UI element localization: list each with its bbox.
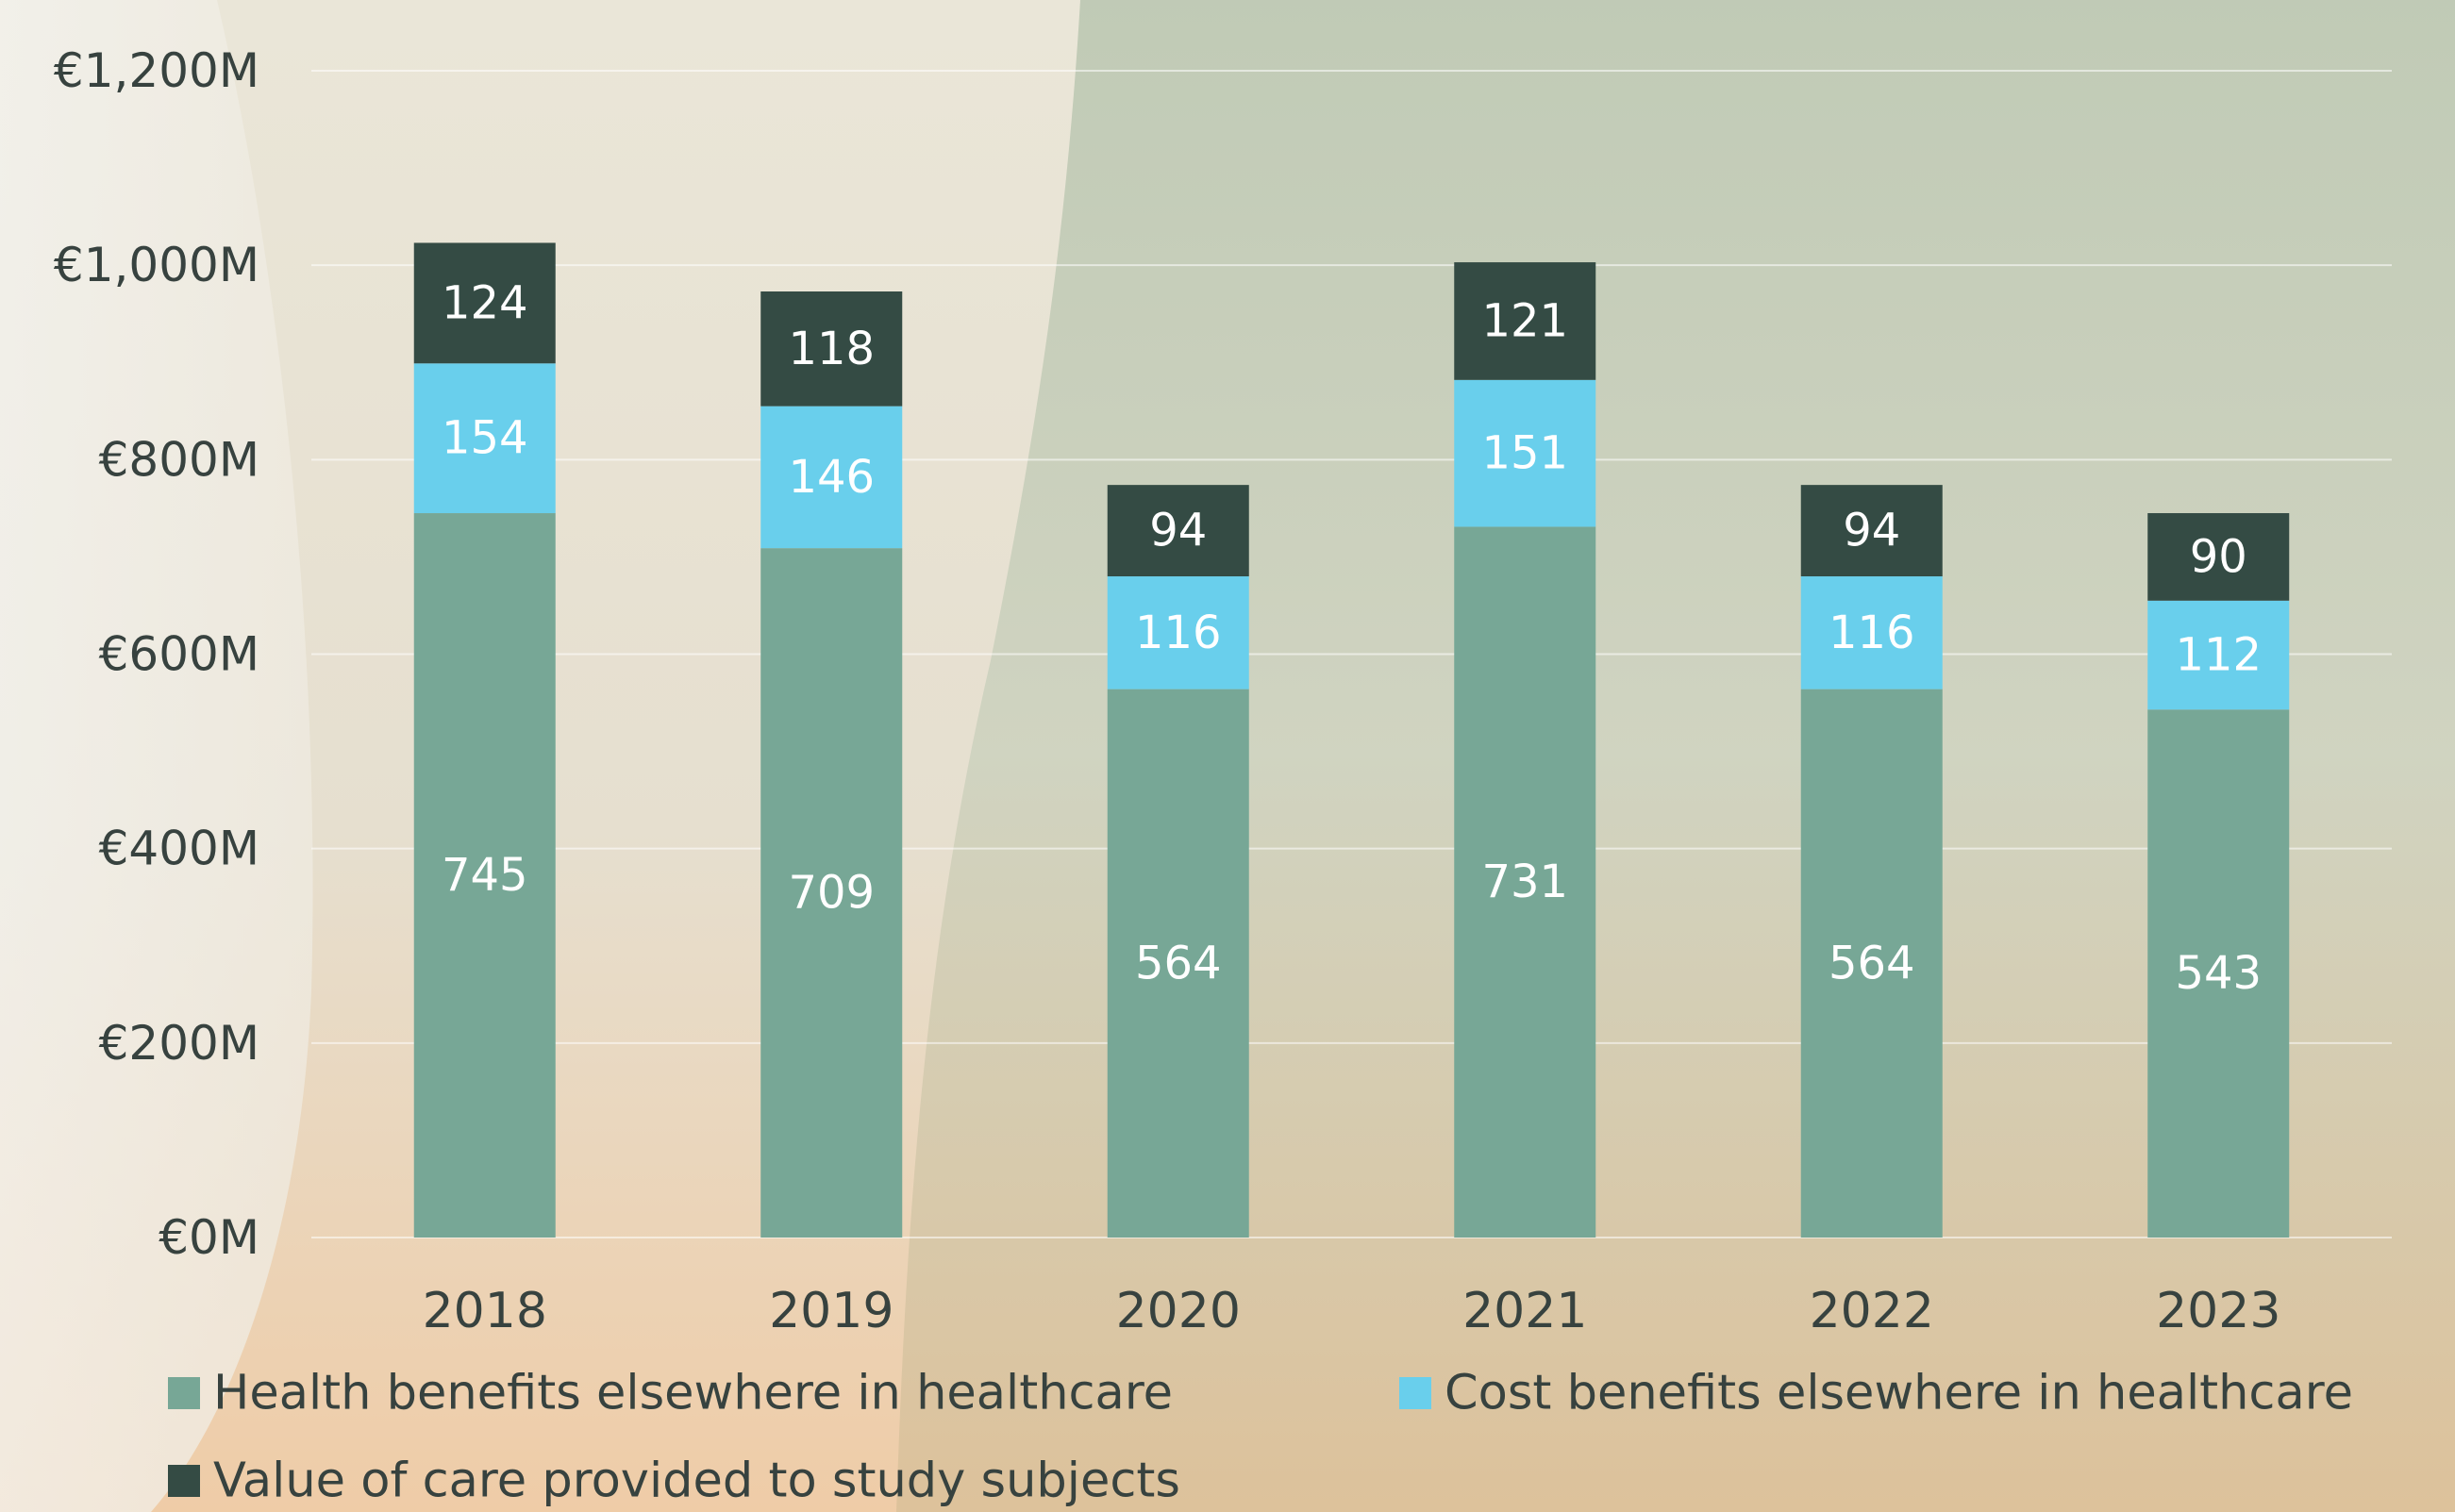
y-tick-label: €600M <box>99 627 259 682</box>
bar-segment <box>1800 576 1943 690</box>
data-label: 124 <box>442 276 528 329</box>
data-label: 564 <box>1829 937 1915 989</box>
y-tick-label: €400M <box>99 822 259 876</box>
bar-segment <box>2147 513 2290 601</box>
data-label: 116 <box>1135 606 1222 659</box>
data-label: 112 <box>2175 629 2262 682</box>
data-label: 90 <box>2190 530 2247 583</box>
bar-segment <box>1107 576 1249 690</box>
legend: Health benefits elsewhere in healthcare C… <box>168 1366 2353 1509</box>
bar-segment <box>760 291 903 407</box>
x-tick-label: 2018 <box>423 1283 547 1339</box>
data-label: 94 <box>1149 505 1207 557</box>
data-label: 118 <box>788 323 875 375</box>
legend-item: Value of care provided to study subjects <box>168 1454 1180 1509</box>
y-tick-label: €800M <box>99 432 259 487</box>
gridlines <box>311 70 2392 1238</box>
legend-label: Cost benefits elsewhere in healthcare <box>1445 1366 2353 1421</box>
bar-segment <box>2147 709 2290 1238</box>
bar-segment <box>1454 379 1596 527</box>
data-label: 564 <box>1135 937 1222 989</box>
legend-label: Health benefits elsewhere in healthcare <box>213 1366 1173 1421</box>
data-label: 94 <box>1843 505 1900 557</box>
x-tick-label: 2023 <box>2156 1283 2280 1339</box>
legend-swatch <box>168 1377 200 1409</box>
y-tick-label: €1,000M <box>54 238 259 292</box>
bar-segment <box>760 406 903 549</box>
x-axis: 2018 2019 2020 2021 2022 2023 <box>423 1283 2281 1339</box>
bar-segment <box>1800 485 1943 577</box>
bar-segment <box>413 242 556 364</box>
data-label: 745 <box>442 849 528 902</box>
bar-segment <box>1107 689 1249 1238</box>
y-tick-label: €1,200M <box>54 43 259 98</box>
y-tick-label: €200M <box>99 1016 259 1071</box>
legend-label: Value of care provided to study subjects <box>213 1454 1180 1509</box>
bar-segment <box>1454 526 1596 1238</box>
data-label: 709 <box>788 867 875 920</box>
data-label: 146 <box>788 451 875 504</box>
bar-segment <box>413 363 556 514</box>
data-label: 543 <box>2175 947 2262 1000</box>
x-tick-label: 2022 <box>1810 1283 1934 1339</box>
bar-segment <box>413 513 556 1238</box>
legend-swatch <box>1399 1377 1431 1409</box>
legend-item: Cost benefits elsewhere in healthcare <box>1399 1366 2353 1421</box>
bar-segment <box>1454 262 1596 380</box>
x-tick-label: 2020 <box>1116 1283 1241 1339</box>
data-label: 116 <box>1829 606 1915 659</box>
y-tick-label: €0M <box>159 1210 259 1265</box>
legend-item: Health benefits elsewhere in healthcare <box>168 1366 1173 1421</box>
bar-segment <box>1800 689 1943 1238</box>
data-label: 731 <box>1481 856 1568 908</box>
data-label: 121 <box>1481 294 1568 347</box>
x-tick-label: 2019 <box>769 1283 893 1339</box>
x-tick-label: 2021 <box>1462 1283 1587 1339</box>
data-label: 154 <box>442 412 528 465</box>
bar-segment <box>760 548 903 1238</box>
bar-segment <box>2147 600 2290 710</box>
data-label: 151 <box>1481 427 1568 480</box>
bar-segment <box>1107 485 1249 577</box>
y-axis: €0M €200M €400M €600M €800M €1,000M €1,200M <box>54 43 259 1265</box>
bars: 745 154 124 709 146 118 564 116 94 731 151 121 564 11… <box>413 242 2290 1238</box>
legend-swatch <box>168 1465 200 1497</box>
